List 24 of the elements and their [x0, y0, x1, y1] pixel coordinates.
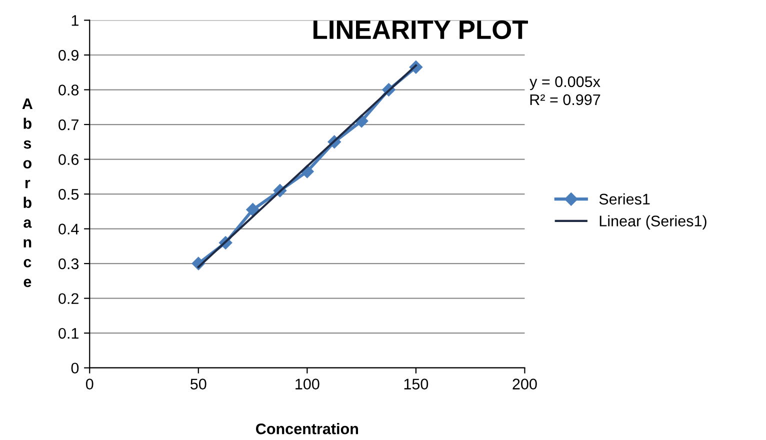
- x-tick-label: 0: [86, 378, 94, 390]
- legend-label: Linear (Series1): [600, 215, 706, 230]
- y-tick-label: 0.2: [58, 293, 78, 304]
- text: R² = 0.997: [530, 94, 600, 106]
- y-tick-label: 0: [71, 362, 79, 374]
- x-tick-label: 150: [404, 378, 428, 390]
- y-tick-label: 0.9: [58, 50, 78, 61]
- x-tick-label: 50: [190, 378, 206, 390]
- y-tick-label: 1: [72, 15, 78, 26]
- x-tick-label: 200: [512, 378, 537, 390]
- text: Absorbance: [22, 98, 33, 288]
- legend-label: Series1: [599, 193, 650, 205]
- y-tick-label: 0.6: [58, 154, 79, 165]
- y-tick-label: 0.1: [58, 328, 78, 339]
- y-tick-label: 0.5: [58, 188, 79, 200]
- y-tick-label: 0.4: [58, 224, 79, 234]
- x-tick-label: 100: [296, 378, 320, 390]
- point: [246, 203, 260, 216]
- y-tick-label: 0.3: [58, 258, 79, 270]
- x-axis-title: Concentration: [256, 423, 358, 434]
- y-tick-label: 0.7: [58, 119, 78, 130]
- text: y = 0.005x: [530, 76, 600, 90]
- y-tick-label: 0.8: [58, 84, 79, 96]
- chart-title: LINEARITY PLOT: [314, 20, 528, 40]
